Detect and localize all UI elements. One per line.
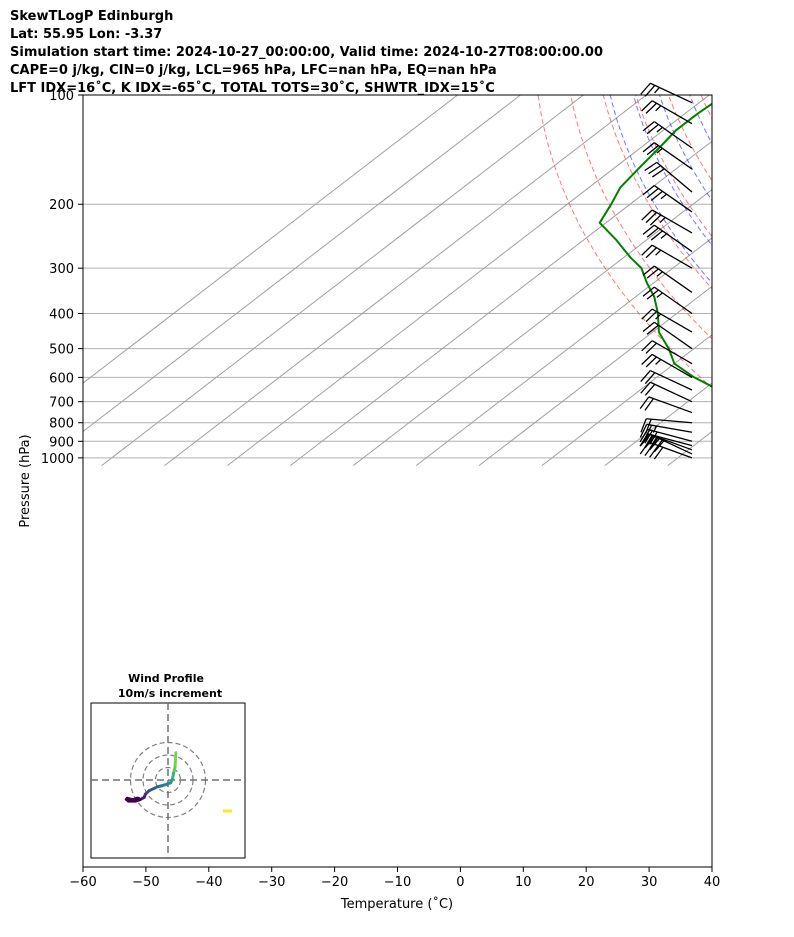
isotherm-line bbox=[290, 140, 712, 466]
isotherm-line bbox=[352, 188, 712, 466]
x-tick-label: 30 bbox=[641, 875, 658, 890]
isotherm-line bbox=[731, 95, 794, 466]
wind-barb bbox=[640, 381, 693, 403]
wind-barb bbox=[639, 396, 693, 414]
y-tick-label: 900 bbox=[49, 435, 74, 450]
isotherm-line bbox=[227, 95, 710, 466]
moist-adiabat bbox=[726, 95, 794, 466]
inset-title: Wind Profile bbox=[128, 672, 204, 685]
x-tick-label: −60 bbox=[69, 875, 96, 890]
wind-barb bbox=[642, 224, 693, 253]
shaded-area bbox=[741, 95, 794, 458]
cape-shading bbox=[741, 95, 794, 458]
wind-barb bbox=[642, 286, 693, 315]
wind-barb bbox=[641, 340, 693, 365]
x-tick-label: −50 bbox=[132, 875, 159, 890]
location-line: Lat: 55.95 Lon: -3.37 bbox=[10, 27, 163, 42]
indices-line: LFT IDX=16˚C, K IDX=-65˚C, TOTAL TOTS=30… bbox=[10, 81, 495, 96]
x-tick-label: 10 bbox=[515, 875, 532, 890]
dry-adiabat bbox=[700, 95, 712, 120]
wind-barb bbox=[641, 100, 693, 125]
moist-adiabat bbox=[770, 95, 794, 466]
moist-adiabat bbox=[659, 95, 712, 202]
isotherm-line bbox=[101, 95, 584, 466]
x-axis-label: Temperature (˚C) bbox=[340, 896, 453, 912]
wind-barb bbox=[644, 161, 693, 193]
dry-adiabat bbox=[537, 95, 712, 389]
dry-adiabat bbox=[734, 95, 794, 466]
y-tick-label: 600 bbox=[49, 371, 74, 386]
adiabat-lines bbox=[537, 95, 794, 466]
wind-barb bbox=[640, 369, 693, 391]
wind-barb bbox=[642, 185, 693, 213]
time-line: Simulation start time: 2024-10-27_00:00:… bbox=[10, 45, 603, 60]
wind-barb bbox=[640, 418, 693, 433]
wind-barb bbox=[642, 321, 693, 350]
y-tick-label: 400 bbox=[49, 307, 74, 322]
axes: −60 −50 −40 −30 −20 −10 0 10 20 30 40 100 200 300 400 5… bbox=[41, 89, 720, 890]
chart-title: SkewTLogP Edinburgh bbox=[10, 9, 174, 24]
y-tick-label: 500 bbox=[49, 343, 74, 358]
wind-barb bbox=[641, 353, 693, 378]
x-tick-label: −30 bbox=[258, 875, 285, 890]
isotherm-line bbox=[604, 382, 712, 466]
x-tick-label: 40 bbox=[704, 875, 721, 890]
moist-adiabat bbox=[689, 95, 712, 145]
dry-adiabat bbox=[766, 95, 794, 466]
isotherm-line bbox=[83, 95, 521, 433]
inset-plot bbox=[91, 703, 245, 858]
isotherm-line bbox=[164, 95, 647, 466]
y-tick-label: 700 bbox=[49, 396, 74, 411]
wind-barb bbox=[642, 265, 693, 293]
wind-barb bbox=[640, 82, 693, 104]
inset-subtitle: 10m/s increment bbox=[118, 687, 222, 700]
y-tick-label: 800 bbox=[49, 417, 74, 432]
profile-lines bbox=[598, 95, 794, 458]
isotherm-line bbox=[541, 334, 712, 466]
y-tick-label: 1000 bbox=[41, 452, 74, 467]
wind-profile-inset: Wind Profile 10m/s increment bbox=[90, 672, 246, 859]
hodograph-segment bbox=[173, 751, 178, 769]
wind-barb bbox=[641, 209, 693, 234]
dewpoint-line bbox=[598, 102, 712, 388]
x-tick-label: −40 bbox=[195, 875, 222, 890]
x-tick-label: 0 bbox=[456, 875, 464, 890]
chart-header: SkewTLogP Edinburgh Lat: 55.95 Lon: -3.3… bbox=[10, 8, 603, 98]
x-tick-label: −10 bbox=[384, 875, 411, 890]
wind-barb bbox=[642, 121, 693, 149]
wind-barb bbox=[641, 308, 693, 333]
isotherm-line bbox=[83, 95, 458, 384]
dry-adiabat bbox=[667, 95, 712, 182]
parcel-line bbox=[741, 95, 794, 458]
y-tick-label: 300 bbox=[49, 262, 74, 277]
isotherm-line bbox=[415, 237, 712, 466]
dry-adiabat bbox=[602, 95, 712, 290]
wind-barb bbox=[642, 142, 693, 170]
dry-adiabat bbox=[570, 95, 712, 340]
cape-line: CAPE=0 j/kg, CIN=0 j/kg, LCL=965 hPa, LF… bbox=[10, 63, 497, 78]
moist-adiabat bbox=[609, 95, 712, 284]
y-tick-label: 200 bbox=[49, 198, 74, 213]
y-axis-label: Pressure (hPa) bbox=[18, 434, 33, 527]
wind-barb bbox=[641, 244, 693, 269]
wind-barb bbox=[639, 423, 693, 439]
x-tick-label: 20 bbox=[578, 875, 595, 890]
gridlines bbox=[83, 95, 794, 466]
isotherm-line bbox=[478, 285, 712, 466]
y-tick-label: 100 bbox=[49, 89, 74, 104]
wind-barbs bbox=[639, 82, 693, 460]
x-tick-label: −20 bbox=[321, 875, 348, 890]
